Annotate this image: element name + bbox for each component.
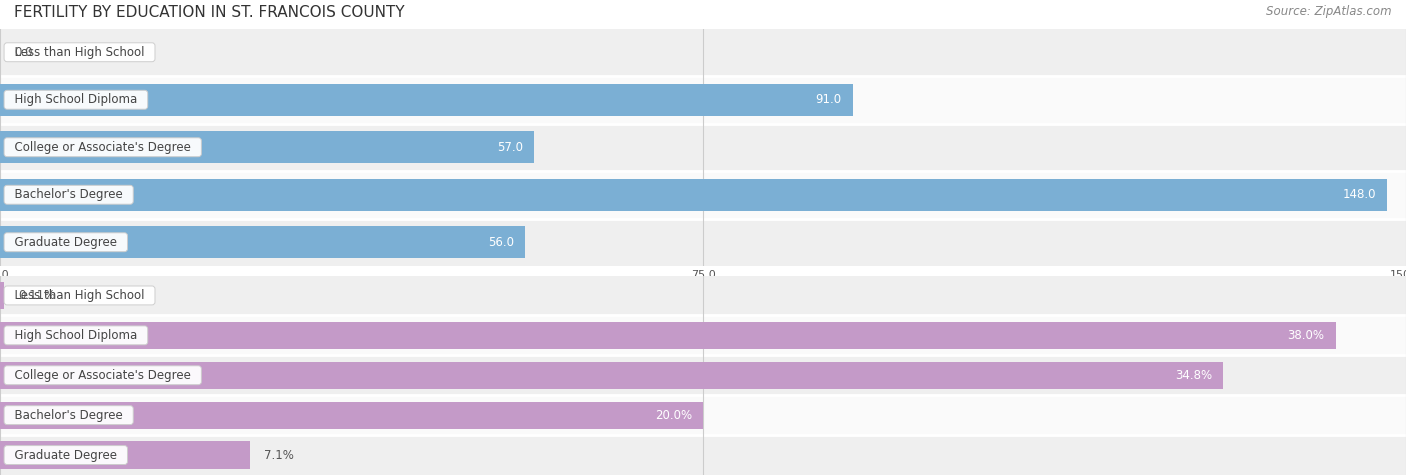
Bar xyxy=(0,322,1336,349)
Text: FERTILITY BY EDUCATION IN ST. FRANCOIS COUNTY: FERTILITY BY EDUCATION IN ST. FRANCOIS C… xyxy=(14,5,405,20)
Text: 0.11%: 0.11% xyxy=(18,289,55,302)
Bar xyxy=(0,361,1223,389)
Text: College or Associate's Degree: College or Associate's Degree xyxy=(7,369,198,382)
Bar xyxy=(0,355,1406,395)
Text: Graduate Degree: Graduate Degree xyxy=(7,448,125,462)
Bar xyxy=(0,315,1406,355)
Text: High School Diploma: High School Diploma xyxy=(7,93,145,106)
Text: High School Diploma: High School Diploma xyxy=(7,329,145,342)
Bar xyxy=(0,28,1406,76)
Bar xyxy=(0,124,1406,171)
Bar xyxy=(0,395,1406,435)
Bar xyxy=(0,282,4,309)
Text: 91.0: 91.0 xyxy=(815,93,842,106)
Text: 38.0%: 38.0% xyxy=(1288,329,1324,342)
Text: 34.8%: 34.8% xyxy=(1175,369,1212,382)
Bar xyxy=(0,226,524,258)
Bar xyxy=(0,179,1388,211)
Bar xyxy=(0,171,1406,218)
Bar xyxy=(0,76,1406,124)
Text: 0.0: 0.0 xyxy=(14,46,32,59)
Bar xyxy=(0,276,1406,315)
Text: Source: ZipAtlas.com: Source: ZipAtlas.com xyxy=(1267,5,1392,18)
Text: Less than High School: Less than High School xyxy=(7,46,152,59)
Text: Bachelor's Degree: Bachelor's Degree xyxy=(7,408,131,422)
Bar xyxy=(0,84,853,116)
Text: 148.0: 148.0 xyxy=(1343,188,1376,201)
Bar xyxy=(0,131,534,163)
Text: 7.1%: 7.1% xyxy=(264,448,294,462)
Text: Less than High School: Less than High School xyxy=(7,289,152,302)
Bar xyxy=(0,441,250,469)
Text: 57.0: 57.0 xyxy=(498,141,523,154)
Bar xyxy=(0,401,703,429)
Text: Bachelor's Degree: Bachelor's Degree xyxy=(7,188,131,201)
Text: College or Associate's Degree: College or Associate's Degree xyxy=(7,141,198,154)
Text: Graduate Degree: Graduate Degree xyxy=(7,236,125,249)
Text: 20.0%: 20.0% xyxy=(655,408,692,422)
Bar xyxy=(0,218,1406,266)
Text: 56.0: 56.0 xyxy=(488,236,513,249)
Bar xyxy=(0,435,1406,475)
